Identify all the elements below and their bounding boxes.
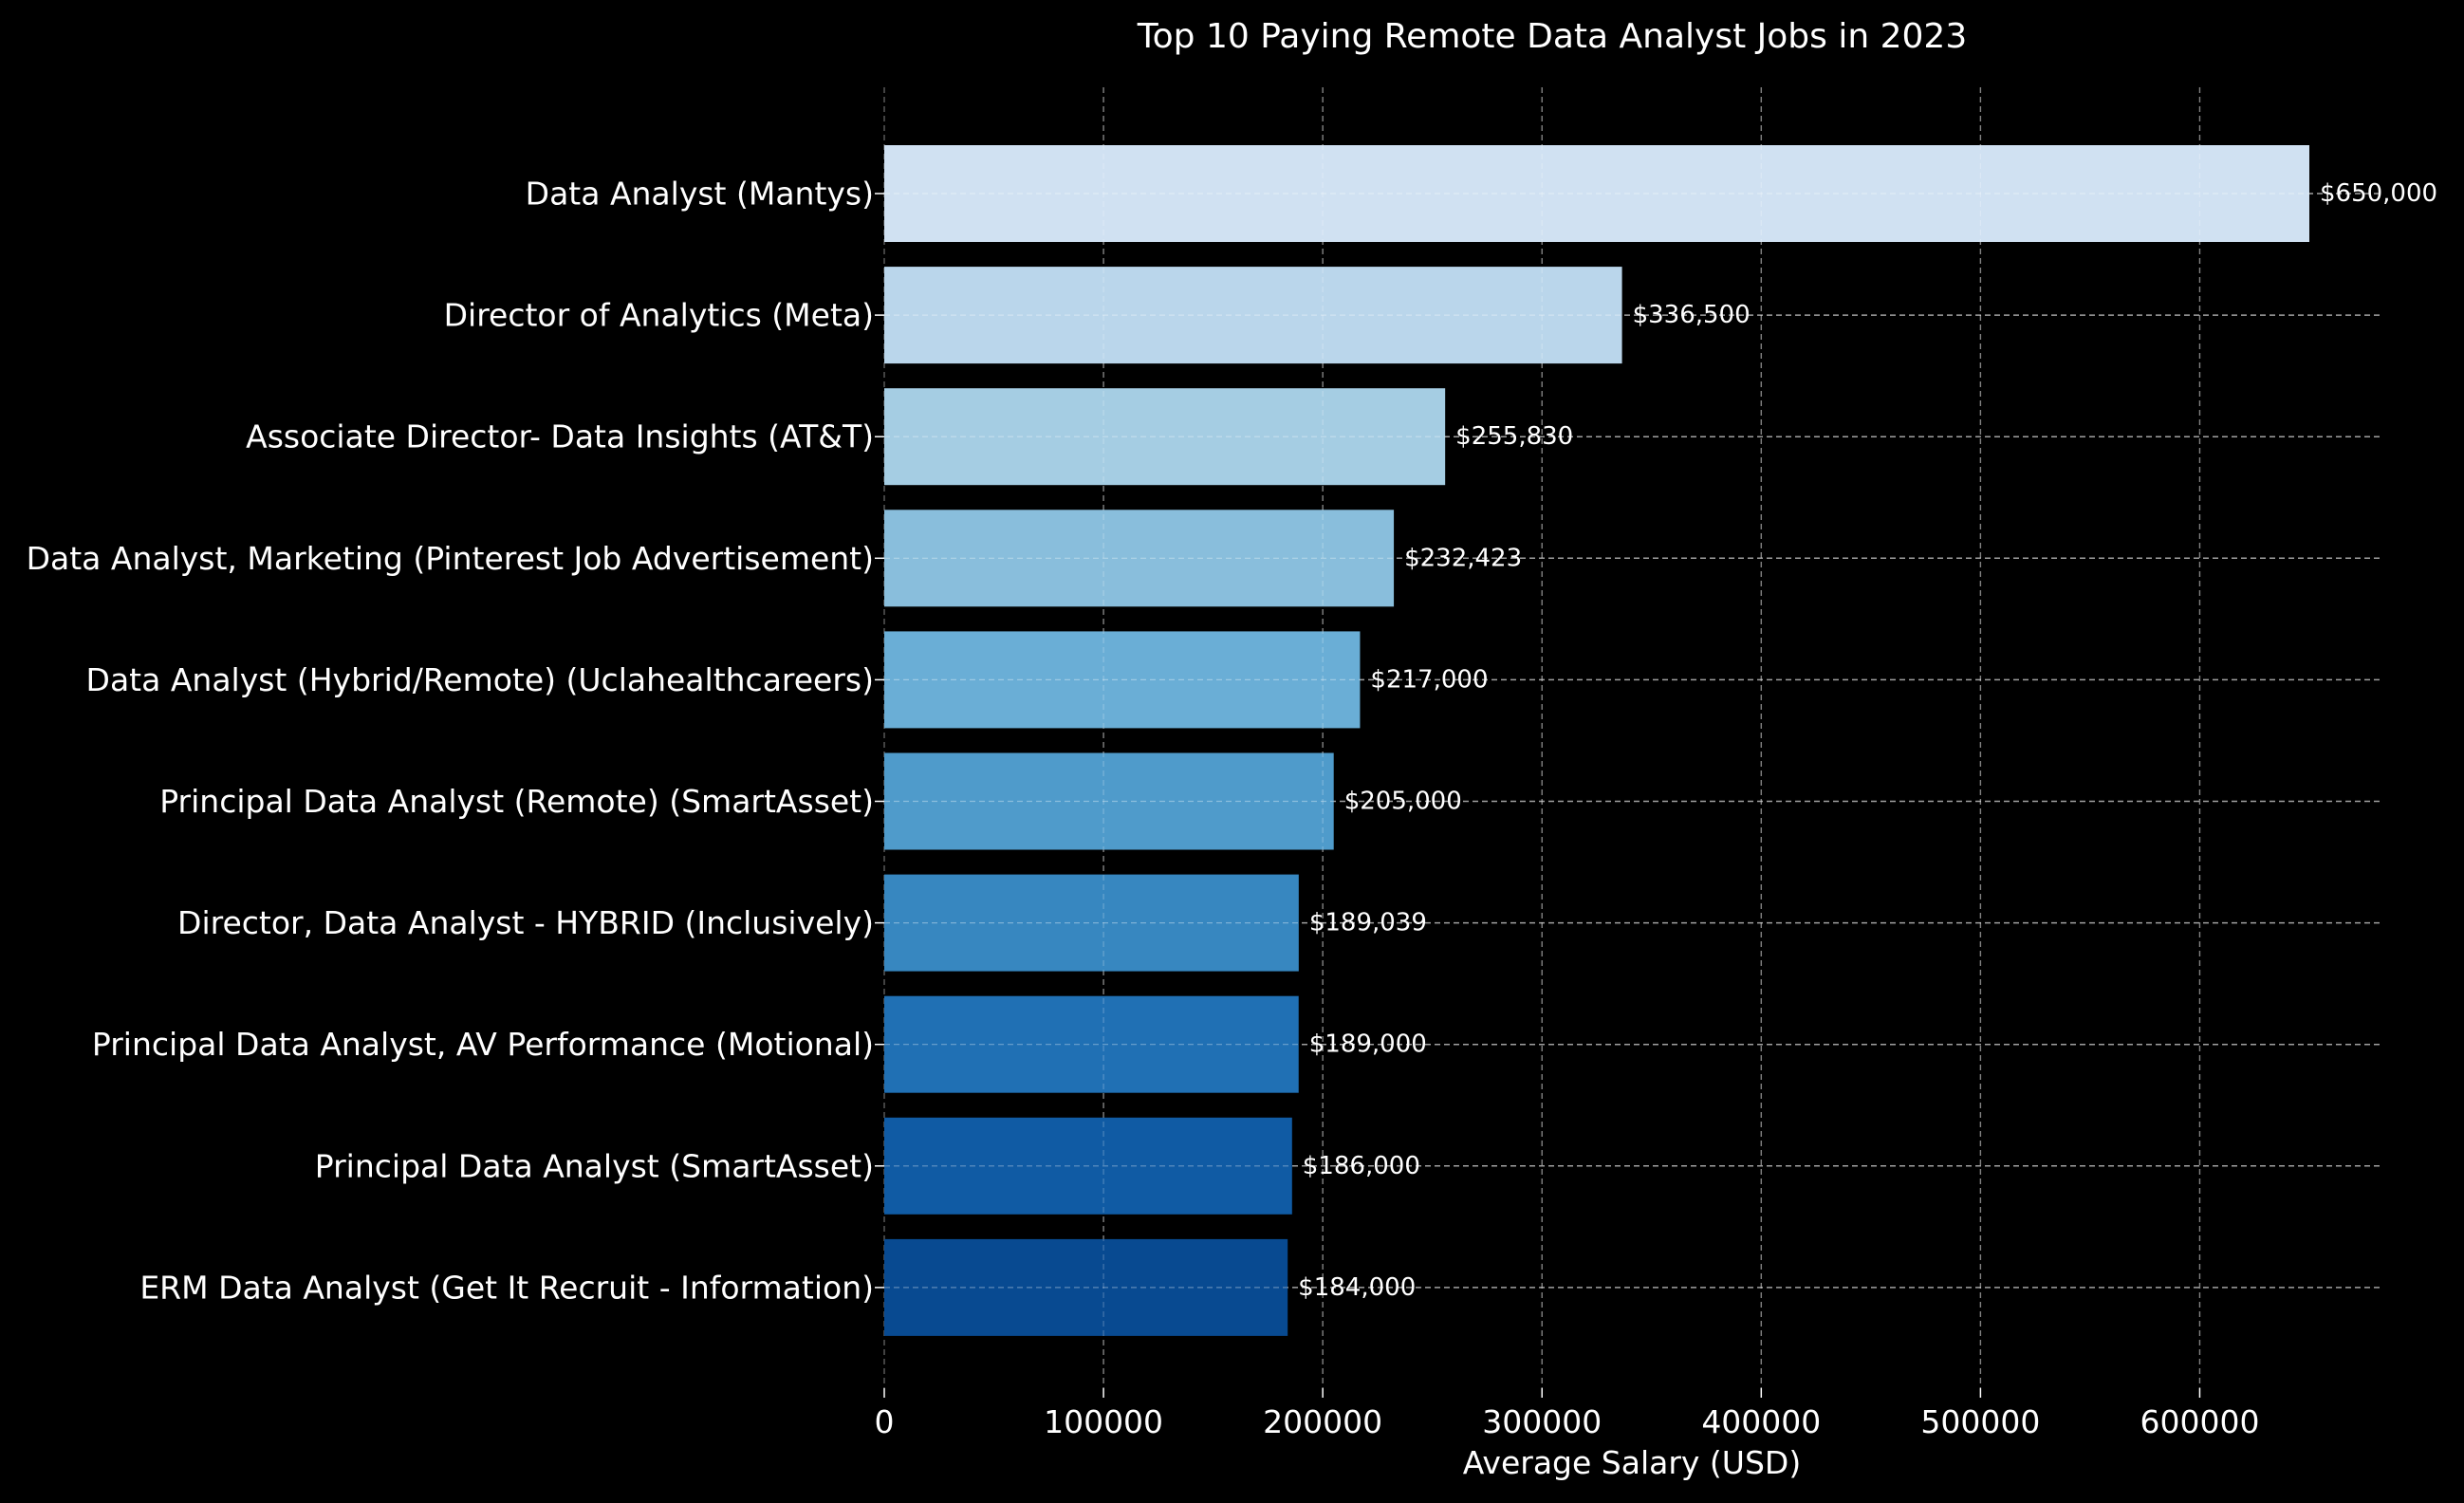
bar-value-label: $184,000	[1298, 1273, 1416, 1302]
x-tick-label: 300000	[1482, 1403, 1602, 1440]
bar	[884, 995, 1299, 1093]
bar	[884, 874, 1299, 972]
bar	[884, 267, 1622, 364]
y-axis: Data Analyst (Mantys) Director of Analyti…	[27, 176, 884, 1306]
bar-value-label: $186,000	[1303, 1152, 1420, 1180]
x-tick-label: 200000	[1263, 1403, 1382, 1440]
bar-value-label: $232,423	[1404, 544, 1522, 572]
bar-value-label: $217,000	[1370, 665, 1488, 694]
bar-value-label: $189,000	[1309, 1030, 1427, 1059]
x-tick-label: 0	[875, 1403, 895, 1440]
x-axis-label: Average Salary (USD)	[1463, 1444, 1801, 1481]
bar-value-label: $189,039	[1309, 909, 1427, 937]
x-tick-label: 100000	[1044, 1403, 1163, 1440]
bar-value-label: $336,500	[1633, 301, 1751, 329]
category-label: Data Analyst, Marketing (Pinterest Job A…	[27, 540, 874, 577]
category-label: ERM Data Analyst (Get It Recruit - Infor…	[139, 1269, 874, 1306]
chart-title: Top 10 Paying Remote Data Analyst Jobs i…	[1137, 17, 1967, 56]
bar	[884, 388, 1446, 486]
category-label: Director, Data Analyst - HYBRID (Inclusi…	[177, 904, 874, 941]
bar-value-label: $255,830	[1455, 422, 1573, 451]
category-label: Principal Data Analyst (SmartAsset)	[315, 1147, 874, 1184]
bar	[884, 510, 1395, 607]
bar	[884, 752, 1334, 850]
bar-value-label: $650,000	[2320, 179, 2437, 208]
category-label: Associate Director- Data Insights (AT&T)	[246, 418, 874, 455]
category-label: Data Analyst (Hybrid/Remote) (Uclahealth…	[86, 661, 874, 698]
value-labels-group: $650,000 $336,500 $255,830 $232,423 $217,000…	[884, 87, 2437, 1388]
bar	[884, 1238, 1288, 1336]
category-label: Director of Analytics (Meta)	[444, 297, 874, 334]
category-label: Principal Data Analyst (Remote) (SmartAs…	[159, 783, 874, 820]
bars-group	[884, 145, 2309, 1336]
bar	[884, 1117, 1292, 1215]
category-label: Principal Data Analyst, AV Performance (…	[92, 1026, 874, 1063]
bar-value-label: $205,000	[1344, 788, 1462, 816]
x-axis: 0 100000 200000 300000 400000 500000 600000	[875, 1388, 2259, 1440]
x-tick-label: 500000	[1920, 1403, 2040, 1440]
x-tick-label: 600000	[2140, 1403, 2259, 1440]
x-tick-label: 400000	[1701, 1403, 1821, 1440]
bar	[884, 631, 1361, 729]
category-label: Data Analyst (Mantys)	[526, 176, 874, 213]
bar	[884, 145, 2309, 242]
